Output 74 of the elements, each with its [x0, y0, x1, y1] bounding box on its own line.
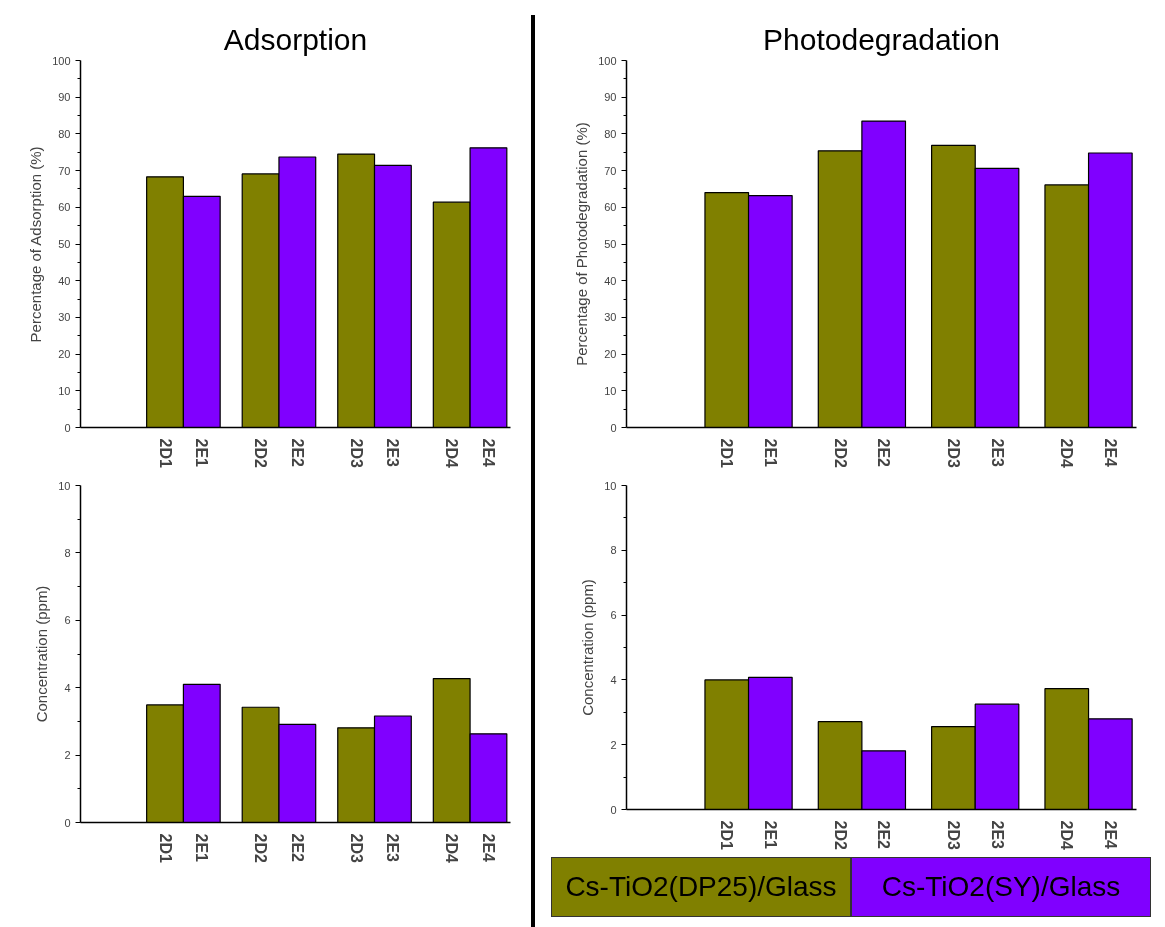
y-tick-label: 50 [58, 238, 71, 250]
x-tick-label: 2D4 [1058, 820, 1076, 850]
x-tick-label: 2E1 [193, 833, 211, 863]
y-tick-label: 8 [64, 546, 71, 559]
x-tick-label: 2E1 [193, 438, 211, 468]
y-axis-title: Concentration (ppm) [579, 579, 597, 716]
y-tick-label: 8 [610, 544, 617, 557]
y-tick-label: 2 [64, 749, 71, 762]
y-tick-label: 60 [604, 201, 617, 214]
y-tick-label: 70 [58, 164, 71, 177]
x-tick-label: 2E3 [384, 438, 402, 468]
x-tick-label: 2D2 [252, 438, 270, 468]
text: Cs-TiO2(DP25)/Glass [551, 857, 851, 917]
y-tick-label: 100 [598, 54, 617, 67]
x-tick-label: 2D3 [944, 820, 962, 850]
y-axis-title: Percentage of Adsorption (%) [27, 146, 45, 343]
y-tick-label: 0 [64, 421, 71, 434]
y-tick-label: 0 [610, 803, 617, 816]
y-axis-title: Concentration (ppm) [33, 585, 51, 723]
x-tick-label: 2E3 [988, 438, 1006, 468]
y-tick-label: 10 [58, 479, 71, 492]
y-tick-label: 20 [58, 348, 71, 361]
x-tick-label: 2E3 [384, 833, 402, 863]
y-tick-label: 30 [604, 311, 617, 324]
chart-title: Photodegradation [763, 22, 1000, 56]
x-tick-label: 2E4 [1101, 820, 1119, 850]
y-tick-label: 40 [58, 274, 71, 287]
x-tick-label: 2E2 [875, 820, 893, 850]
y-tick-label: 6 [64, 614, 71, 627]
x-tick-label: 2D3 [347, 438, 365, 468]
x-tick-label: 2D1 [718, 820, 736, 850]
x-tick-label: 2D4 [443, 438, 461, 468]
text: Cs-TiO2(SY)/Glass [851, 857, 1151, 917]
x-tick-label: 2D4 [1058, 438, 1076, 468]
x-tick-label: 2D2 [831, 820, 849, 850]
y-tick-label: 50 [604, 238, 617, 250]
y-tick-label: 6 [610, 609, 617, 622]
x-tick-label: 2D2 [831, 438, 849, 468]
x-tick-label: 2E4 [1101, 438, 1119, 468]
x-tick-label: 2E1 [761, 820, 779, 850]
x-tick-label: 2E4 [479, 833, 497, 863]
x-tick-label: 2D1 [156, 833, 174, 863]
x-tick-label: 2E3 [988, 820, 1006, 850]
y-tick-label: 4 [64, 681, 71, 694]
y-tick-label: 4 [610, 673, 617, 686]
y-tick-label: 10 [604, 479, 617, 492]
y-tick-label: 100 [52, 54, 71, 67]
x-tick-label: 2D3 [347, 833, 365, 863]
x-tick-label: 2E1 [761, 438, 779, 468]
y-tick-label: 30 [58, 311, 71, 324]
y-tick-label: 10 [604, 384, 617, 397]
y-tick-label: 2 [610, 738, 617, 751]
y-tick-label: 20 [604, 348, 617, 361]
y-axis-title: Percentage of Photodegradation (%) [573, 122, 591, 366]
y-tick-label: 90 [604, 91, 617, 104]
y-tick-label: 40 [604, 274, 617, 287]
chart-title: Adsorption [223, 22, 368, 56]
y-tick-label: 80 [58, 127, 71, 140]
y-tick-label: 80 [604, 127, 617, 140]
x-tick-label: 2E4 [479, 438, 497, 468]
y-tick-label: 0 [610, 421, 617, 434]
x-tick-label: 2D1 [718, 438, 736, 468]
y-tick-label: 10 [58, 384, 71, 397]
y-tick-label: 70 [604, 164, 617, 177]
x-tick-label: 2D3 [944, 438, 962, 468]
x-tick-label: 2D1 [156, 438, 174, 468]
x-tick-label: 2D4 [443, 833, 461, 863]
y-tick-label: 0 [64, 816, 71, 829]
x-tick-label: 2E2 [288, 833, 306, 863]
x-tick-label: 2E2 [875, 438, 893, 468]
y-tick-label: 90 [58, 91, 71, 104]
x-tick-label: 2D2 [252, 833, 270, 863]
x-tick-label: 2E2 [288, 438, 306, 468]
y-tick-label: 60 [58, 201, 71, 214]
